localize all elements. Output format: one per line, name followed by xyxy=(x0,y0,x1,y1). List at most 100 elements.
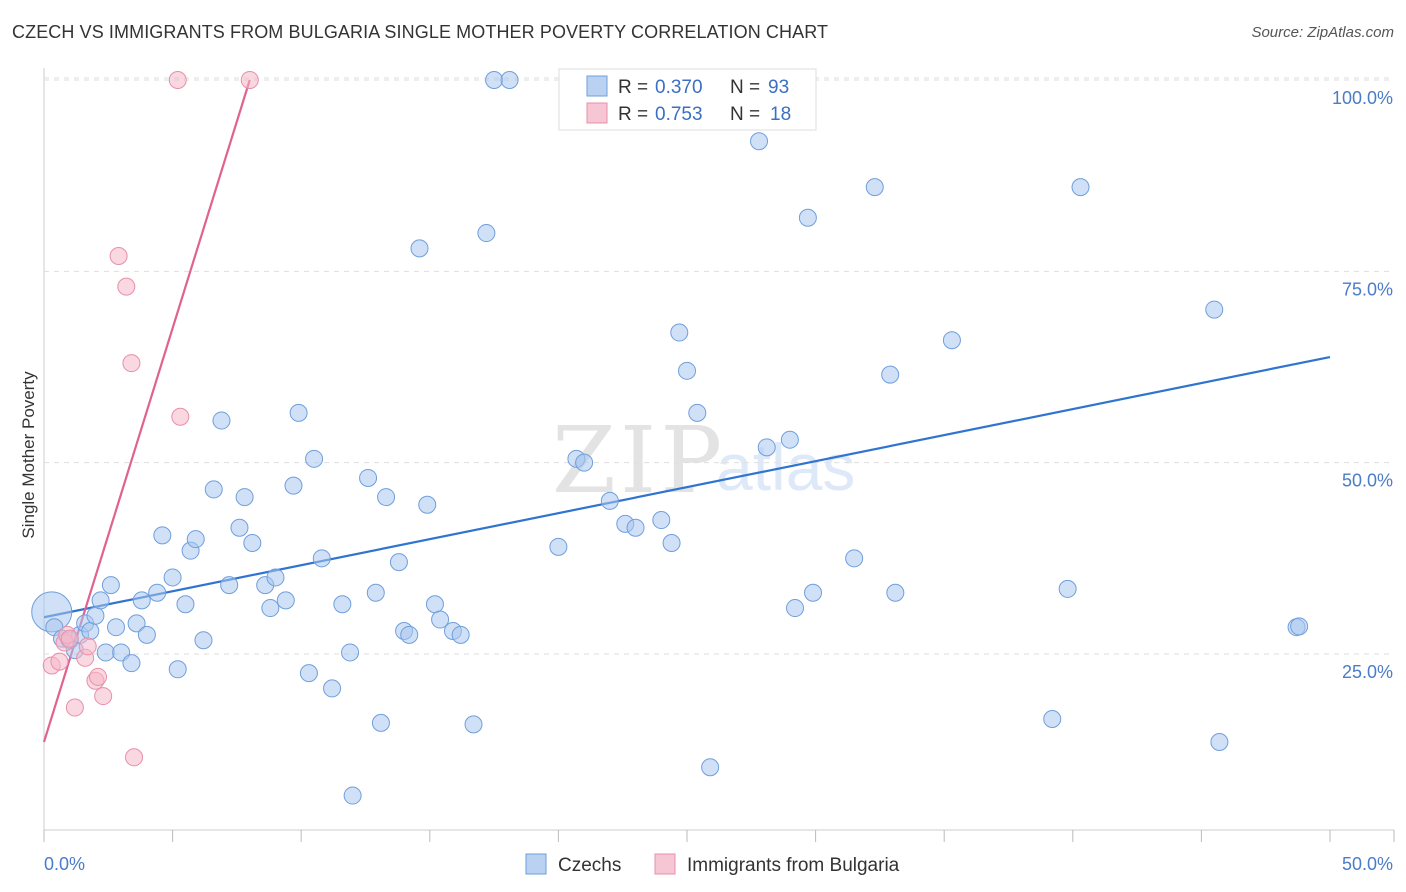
data-point-czechs xyxy=(235,488,254,507)
data-point-bulgaria xyxy=(171,407,190,426)
y-tick-label: 50.0% xyxy=(1342,471,1393,491)
data-point-czechs xyxy=(261,599,280,618)
data-point-czechs xyxy=(865,178,884,197)
data-point-bulgaria xyxy=(125,748,144,767)
data-point-czechs xyxy=(845,549,864,568)
data-point-czechs xyxy=(194,631,213,650)
data-point-bulgaria xyxy=(89,667,108,686)
data-point-czechs xyxy=(425,595,444,614)
data-point-czechs xyxy=(798,208,817,227)
legend-swatch-czechs xyxy=(586,75,608,97)
bottom-legend-label-bulgaria: Immigrants from Bulgaria xyxy=(687,855,900,876)
data-point-czechs xyxy=(289,403,308,422)
data-point-czechs xyxy=(91,591,110,610)
data-point-czechs xyxy=(377,488,396,507)
data-point-czechs xyxy=(371,713,390,732)
data-point-czechs xyxy=(284,476,303,495)
data-point-czechs xyxy=(626,518,645,537)
data-point-czechs xyxy=(1058,579,1077,598)
data-point-czechs xyxy=(1071,178,1090,197)
bottom-legend: Czechs Immigrants from Bulgaria xyxy=(525,853,900,876)
data-point-czechs xyxy=(688,403,707,422)
data-point-czechs xyxy=(549,537,568,556)
trend-line-czechs xyxy=(43,355,1331,619)
data-point-czechs xyxy=(323,679,342,698)
data-point-czechs xyxy=(343,786,362,805)
data-point-czechs xyxy=(485,71,504,89)
y-axis-title: Single Mother Poverty xyxy=(19,371,38,539)
data-point-czechs xyxy=(137,625,156,644)
data-point-czechs xyxy=(220,576,239,595)
data-point-czechs xyxy=(186,530,205,549)
label-layer: 25.0% 50.0% 75.0% 100.0% 0.0% 50.0% xyxy=(44,88,1393,874)
data-point-czechs xyxy=(1210,732,1229,751)
data-point-bulgaria xyxy=(94,687,113,706)
data-point-czechs xyxy=(678,361,696,380)
data-point-czechs xyxy=(122,654,141,673)
source-label: Source: ZipAtlas.com xyxy=(1251,24,1394,41)
data-point-czechs xyxy=(881,365,900,384)
data-point-czechs xyxy=(266,568,285,587)
data-point-czechs xyxy=(464,715,483,734)
y-tick-label: 75.0% xyxy=(1342,279,1393,299)
data-point-czechs xyxy=(127,614,146,633)
data-point-czechs xyxy=(341,643,360,662)
data-point-bulgaria xyxy=(65,698,84,717)
data-point-czechs xyxy=(163,568,182,587)
tick-layer xyxy=(43,830,1395,842)
legend-n-label-czechs: N = xyxy=(730,77,760,98)
data-point-czechs xyxy=(389,553,408,572)
data-point-czechs xyxy=(701,758,720,777)
legend-r-label-bulgaria: R = xyxy=(618,104,648,125)
data-point-czechs xyxy=(886,583,905,602)
data-point-czechs xyxy=(431,610,450,629)
data-point-czechs xyxy=(780,430,799,449)
y-tick-label: 25.0% xyxy=(1342,662,1393,682)
legend-n-value-bulgaria: 18 xyxy=(770,104,791,125)
data-point-czechs xyxy=(168,660,187,679)
data-point-czechs xyxy=(96,643,115,662)
data-point-czechs xyxy=(243,534,262,553)
data-point-czechs xyxy=(757,438,776,457)
data-point-czechs xyxy=(312,549,331,568)
data-point-czechs xyxy=(451,625,470,644)
data-point-czechs xyxy=(101,576,120,595)
data-point-czechs xyxy=(107,618,126,637)
data-point-czechs xyxy=(942,331,961,350)
data-point-czechs xyxy=(148,583,167,602)
data-point-czechs xyxy=(153,526,172,545)
data-point-bulgaria xyxy=(168,71,187,89)
x-tick-label: 0.0% xyxy=(44,854,85,874)
data-point-czechs xyxy=(786,599,805,618)
data-point-bulgaria xyxy=(60,629,79,648)
data-point-czechs xyxy=(418,495,437,514)
y-tick-label: 100.0% xyxy=(1332,88,1393,108)
data-point-czechs xyxy=(366,583,385,602)
legend-n-value-czechs: 93 xyxy=(768,77,789,98)
data-point-czechs xyxy=(410,239,429,258)
data-point-czechs xyxy=(1043,710,1062,729)
data-point-bulgaria xyxy=(78,637,97,656)
data-point-czechs xyxy=(670,323,689,342)
data-point-bulgaria xyxy=(240,71,259,89)
data-point-czechs xyxy=(804,583,823,602)
data-point-czechs xyxy=(400,625,419,644)
data-point-czechs xyxy=(86,606,105,625)
chart-title: CZECH VS IMMIGRANTS FROM BULGARIA SINGLE… xyxy=(12,22,829,42)
data-point-bulgaria xyxy=(117,277,136,296)
data-point-czechs xyxy=(359,468,378,487)
data-point-czechs xyxy=(652,511,671,530)
data-point-czechs xyxy=(750,132,769,151)
legend-r-value-czechs: 0.370 xyxy=(655,77,703,98)
bottom-legend-swatch-czechs xyxy=(525,853,547,875)
x-tick-label: 50.0% xyxy=(1342,854,1393,874)
data-point-czechs xyxy=(212,411,231,430)
data-point-czechs xyxy=(81,622,100,641)
data-point-czechs xyxy=(500,71,519,89)
data-point-czechs xyxy=(575,453,594,472)
point-layer xyxy=(31,71,1309,805)
data-point-bulgaria xyxy=(50,652,69,671)
bottom-legend-swatch-bulgaria xyxy=(654,853,676,875)
data-point-czechs xyxy=(333,595,352,614)
legend-n-label-bulgaria: N = xyxy=(730,104,760,125)
